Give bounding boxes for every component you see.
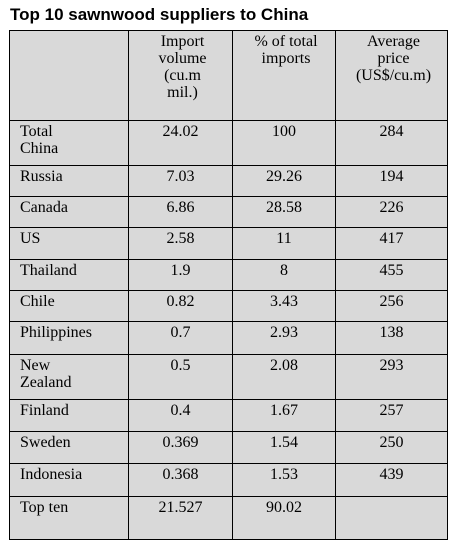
value-cell: 2.93 [232, 321, 336, 355]
value-cell: 439 [335, 463, 448, 497]
value-cell: 0.4 [128, 399, 233, 432]
value-cell: 0.5 [128, 354, 233, 400]
value-cell: 2.08 [232, 354, 336, 400]
value-cell: 29.26 [232, 165, 336, 197]
row-label: Total China [9, 120, 129, 166]
table-header: Import volume (cu.m mil.)% of total impo… [9, 30, 448, 121]
row-label: Chile [9, 290, 129, 322]
table-row: Philippines 0.7 2.93 138 [9, 321, 448, 355]
row-label: Thailand [9, 259, 129, 291]
row-label: Top ten [9, 496, 129, 540]
value-cell: 1.53 [232, 463, 336, 497]
value-cell: 90.02 [232, 496, 336, 540]
header-cell: % of total imports [232, 30, 336, 121]
table-row: Sweden 0.369 1.54 250 [9, 431, 448, 464]
value-cell: 7.03 [128, 165, 233, 197]
value-cell: 24.02 [128, 120, 233, 166]
table-row: Russia 7.03 29.26 194 [9, 165, 448, 197]
header-row: Import volume (cu.m mil.)% of total impo… [9, 30, 448, 121]
table-row: Top ten 21.527 90.02 [9, 496, 448, 540]
header-cell: Average price (US$/cu.m) [335, 30, 448, 121]
row-label: Indonesia [9, 463, 129, 497]
value-cell: 11 [232, 227, 336, 260]
value-cell: 0.369 [128, 431, 233, 464]
value-cell: 1.54 [232, 431, 336, 464]
value-cell: 8 [232, 259, 336, 291]
table-row: New Zealand 0.5 2.08 293 [9, 354, 448, 400]
value-cell: 0.7 [128, 321, 233, 355]
value-cell: 284 [335, 120, 448, 166]
value-cell: 28.58 [232, 196, 336, 228]
table-row: Chile 0.82 3.43 256 [9, 290, 448, 322]
value-cell: 455 [335, 259, 448, 291]
value-cell: 1.67 [232, 399, 336, 432]
empty-cell [335, 496, 448, 540]
value-cell: 0.368 [128, 463, 233, 497]
row-label: Philippines [9, 321, 129, 355]
value-cell: 2.58 [128, 227, 233, 260]
value-cell: 250 [335, 431, 448, 464]
value-cell: 293 [335, 354, 448, 400]
table-row: Thailand 1.9 8 455 [9, 259, 448, 291]
table-row: Canada 6.86 28.58 226 [9, 196, 448, 228]
row-label: Canada [9, 196, 129, 228]
table-title: Top 10 sawnwood suppliers to China [10, 5, 309, 24]
row-label: US [9, 227, 129, 260]
value-cell: 1.9 [128, 259, 233, 291]
value-cell: 100 [232, 120, 336, 166]
value-cell: 194 [335, 165, 448, 197]
table-row: Finland 0.4 1.67 257 [9, 399, 448, 432]
table-body: Total China 24.02 100 284 Russia 7.03 29.26 194… [9, 120, 448, 540]
value-cell: 417 [335, 227, 448, 260]
value-cell: 138 [335, 321, 448, 355]
value-cell: 256 [335, 290, 448, 322]
header-cell [9, 30, 129, 121]
row-label: Sweden [9, 431, 129, 464]
value-cell: 6.86 [128, 196, 233, 228]
value-cell: 21.527 [128, 496, 233, 540]
value-cell: 226 [335, 196, 448, 228]
value-cell: 257 [335, 399, 448, 432]
data-table: Import volume (cu.m mil.)% of total impo… [9, 30, 448, 540]
value-cell: 0.82 [128, 290, 233, 322]
row-label: Finland [9, 399, 129, 432]
table-row: Total China 24.02 100 284 [9, 120, 448, 166]
row-label: New Zealand [9, 354, 129, 400]
table-row: Indonesia 0.368 1.53 439 [9, 463, 448, 497]
value-cell: 3.43 [232, 290, 336, 322]
header-cell: Import volume (cu.m mil.) [128, 30, 233, 121]
row-label: Russia [9, 165, 129, 197]
table-row: US 2.58 11 417 [9, 227, 448, 260]
